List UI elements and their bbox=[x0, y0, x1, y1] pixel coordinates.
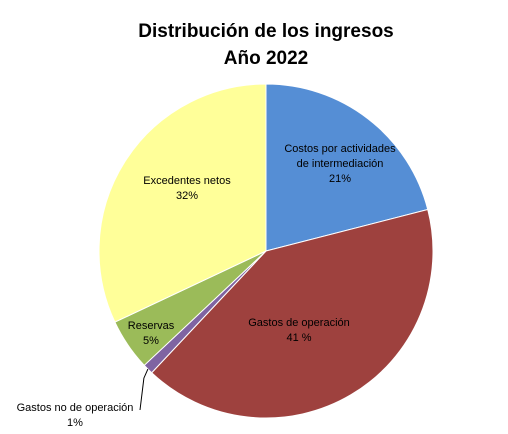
chart-title-line-1: Distribución de los ingresos bbox=[138, 21, 394, 42]
chart-title-line-2: Año 2022 bbox=[223, 48, 309, 69]
data-label-line: Excedentes netos bbox=[143, 175, 231, 187]
data-label-gastos-de-operacion: Gastos de operación 41 % bbox=[248, 317, 350, 344]
pie-slice-excedentes-netos bbox=[98, 83, 267, 323]
data-label-costos-por-actividades-de-intermediacion: Costos por actividades de intermediación 2… bbox=[284, 143, 396, 185]
data-label-line: 32% bbox=[176, 190, 198, 202]
leader-line-gastos-no-de-operacion bbox=[139, 368, 149, 411]
data-label-reservas: Reservas 5% bbox=[128, 320, 175, 347]
chart-title: Distribución de los ingresos Año 2022 bbox=[0, 18, 508, 72]
data-label-gastos-no-de-operacion: Gastos no de operación 1% bbox=[17, 402, 134, 429]
data-label-line: Costos por actividades bbox=[284, 143, 396, 155]
data-label-line: de intermediación bbox=[297, 158, 384, 170]
data-label-line: Gastos de operación bbox=[248, 317, 350, 329]
data-label-line: 5% bbox=[143, 335, 159, 347]
data-label-line: 1% bbox=[67, 417, 83, 429]
data-label-excedentes-netos: Excedentes netos 32% bbox=[143, 175, 231, 202]
data-label-line: 21% bbox=[329, 173, 351, 185]
data-label-line: Reservas bbox=[128, 320, 175, 332]
data-label-line: Gastos no de operación bbox=[17, 402, 134, 414]
data-label-line: 41 % bbox=[286, 332, 311, 344]
pie-slice-costos-por-actividades-de-intermediacion bbox=[265, 83, 429, 252]
pie-slice-gastos-de-operacion bbox=[150, 208, 434, 419]
